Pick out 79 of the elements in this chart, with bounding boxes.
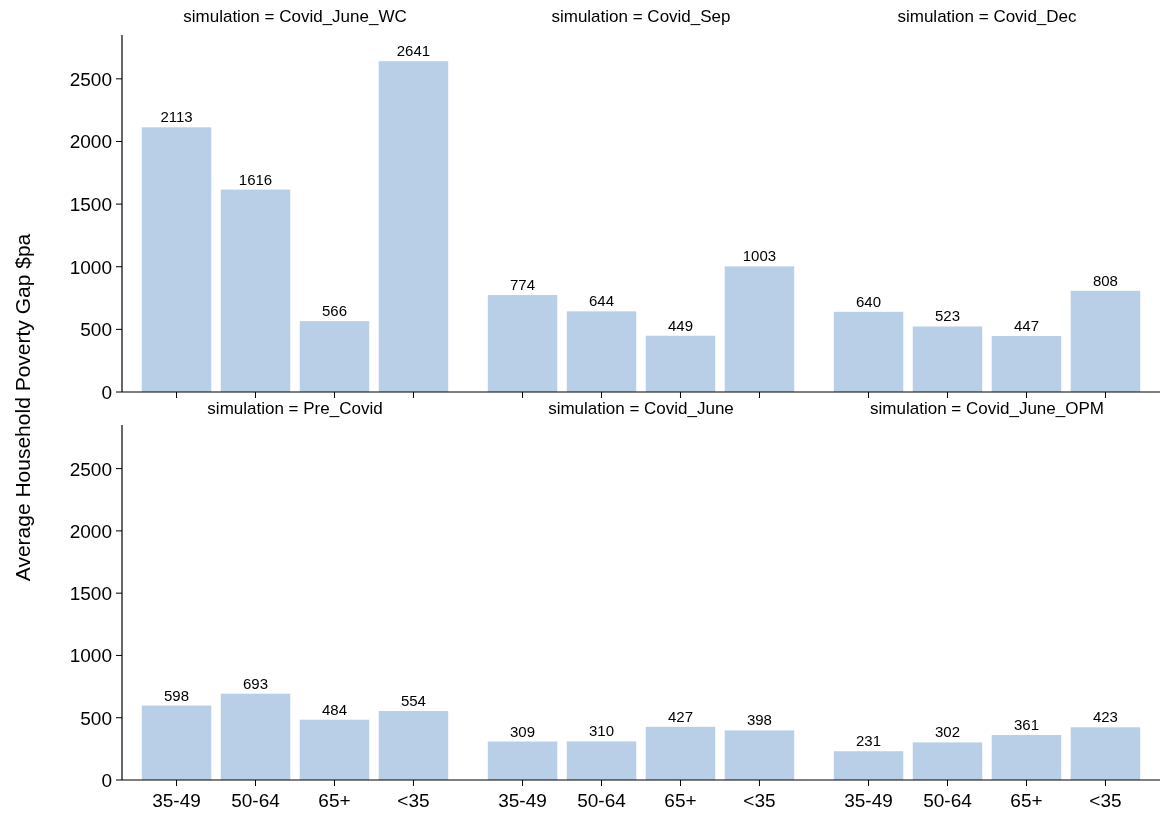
x-tick-label: 50-64 — [577, 790, 627, 811]
bar — [299, 321, 370, 392]
bar — [1070, 727, 1141, 780]
data-label: 1616 — [238, 170, 273, 188]
y-tick-label: 2500 — [69, 458, 112, 480]
data-label: 398 — [746, 711, 772, 729]
data-label: 598 — [164, 686, 190, 704]
bar — [833, 751, 904, 780]
data-label: 523 — [935, 307, 961, 325]
bar — [566, 741, 637, 780]
bar — [566, 311, 637, 392]
bar — [833, 311, 904, 392]
data-label: 449 — [667, 316, 693, 334]
x-tick-label: <35 — [1089, 790, 1122, 811]
data-label: 2641 — [396, 42, 431, 60]
data-label: 361 — [1013, 716, 1039, 734]
bar — [912, 742, 983, 780]
x-tick-label: 35-49 — [498, 790, 547, 811]
x-tick-label: 35-49 — [844, 790, 893, 811]
bar — [487, 741, 558, 780]
data-label: 640 — [856, 292, 882, 310]
data-label: 566 — [321, 302, 347, 320]
y-tick-label: 500 — [80, 707, 112, 729]
chart-title: simulation = Pre_Covid — [207, 399, 383, 418]
y-tick-label: 1000 — [69, 256, 112, 278]
bar — [378, 61, 449, 392]
bar — [991, 336, 1062, 392]
y-tick-label: 2000 — [69, 520, 112, 542]
data-label: 484 — [321, 700, 347, 718]
x-tick-label: 65+ — [664, 790, 697, 811]
y-tick-label: 1500 — [69, 583, 112, 605]
data-label: 693 — [243, 674, 269, 692]
bar — [724, 730, 795, 780]
bar — [645, 335, 716, 392]
chart-title: simulation = Covid_June — [548, 399, 734, 418]
data-label: 302 — [935, 723, 961, 741]
bar — [991, 735, 1062, 780]
data-label: 231 — [856, 732, 882, 750]
y-tick-label: 1500 — [69, 194, 112, 216]
y-tick-label: 500 — [80, 319, 112, 341]
bar — [299, 719, 370, 780]
y-axis-title: Average Household Poverty Gap $pa — [11, 233, 34, 582]
chart-title: simulation = Covid_June_OPM — [870, 399, 1104, 418]
x-tick-label: 50-64 — [923, 790, 973, 811]
chart-title: simulation = Covid_Sep — [551, 7, 731, 26]
bar — [645, 726, 716, 780]
bar — [141, 127, 212, 392]
data-label: 310 — [589, 722, 615, 740]
data-label: 808 — [1092, 271, 1118, 289]
y-tick-label: 2500 — [69, 68, 112, 90]
bar — [378, 710, 449, 780]
bar — [1070, 290, 1141, 392]
data-label: 423 — [1092, 708, 1118, 726]
data-label: 1003 — [742, 247, 777, 265]
x-tick-label: 35-49 — [152, 790, 201, 811]
data-label: 309 — [510, 722, 536, 740]
data-label: 2113 — [160, 108, 193, 126]
bar — [487, 295, 558, 392]
bar — [724, 266, 795, 392]
bar — [912, 326, 983, 392]
bar — [141, 705, 212, 780]
y-tick-label: 1000 — [69, 645, 112, 667]
x-tick-label: 65+ — [318, 790, 351, 811]
chart-title: simulation = Covid_June_WC — [183, 7, 407, 26]
data-label: 447 — [1013, 317, 1039, 335]
data-label: 774 — [510, 276, 536, 294]
y-tick-label: 0 — [101, 770, 112, 791]
x-tick-label: 65+ — [1010, 790, 1043, 811]
data-label: 427 — [667, 707, 693, 725]
bar — [220, 189, 291, 392]
x-tick-label: <35 — [397, 790, 430, 811]
bar — [220, 693, 291, 780]
y-tick-label: 2000 — [69, 131, 112, 153]
data-label: 554 — [400, 691, 426, 709]
chart-title: simulation = Covid_Dec — [897, 7, 1078, 26]
y-tick-label: 0 — [101, 382, 112, 403]
data-label: 644 — [589, 292, 615, 310]
x-tick-label: 50-64 — [231, 790, 281, 811]
x-tick-label: <35 — [743, 790, 776, 811]
